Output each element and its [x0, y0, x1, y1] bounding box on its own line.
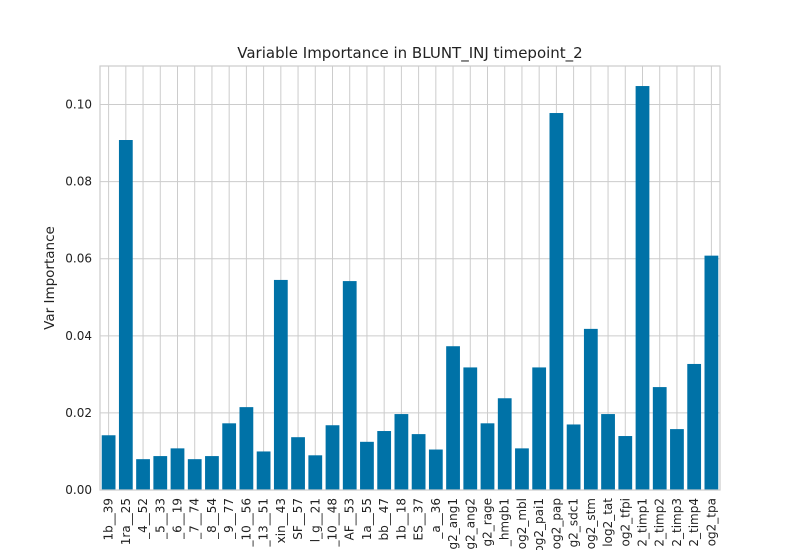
x-tick-label: 1b__39 [102, 498, 116, 541]
y-axis-label: Var Importance [42, 226, 58, 330]
bar-_9__77 [222, 423, 237, 490]
x-tick-label: _hmgb1 [498, 498, 512, 547]
y-tick-labels: 0.00 0.02 0.04 0.06 0.08 0.10 [65, 98, 92, 497]
y-tick-label: 0.04 [65, 329, 92, 343]
y-tick-label: 0.02 [65, 406, 92, 420]
bar-g2_rage [480, 423, 495, 490]
bar-log2_tat [601, 414, 615, 490]
bar-1b__18 [394, 414, 409, 490]
x-tick-label: _a__36 [429, 498, 443, 540]
bar-_5__33 [153, 456, 168, 490]
x-tick-labels: 1b__39 1ra__25 _4__52 _5__33 _6__19 _7__74 _8_… [102, 498, 719, 550]
bar-_hmgb1 [497, 398, 512, 490]
x-tick-label: bb__47 [377, 498, 391, 541]
bars [101, 86, 719, 491]
y-tick-label: 0.08 [65, 175, 92, 189]
x-tick-label: 1a__55 [360, 498, 374, 540]
bar-1ra__25 [118, 140, 133, 491]
bar-l_g__21 [308, 455, 323, 490]
x-tick-label: g2_ang1 [446, 498, 460, 549]
x-tick-label: _5__33 [153, 498, 167, 540]
bar-_7__74 [187, 459, 202, 490]
bar-g2_ang1 [446, 346, 460, 490]
x-tick-label: 2_timp2 [653, 498, 667, 547]
x-tick-label: og2_tfpi [618, 498, 632, 546]
bar-xin__43 [273, 279, 288, 490]
bar-_6__19 [170, 448, 185, 490]
bar-2_timp2 [652, 387, 667, 490]
bar-_4__52 [136, 459, 150, 490]
x-tick-label: log2_tat [601, 498, 615, 547]
x-tick-label: og2_stm [584, 498, 598, 549]
x-tick-label: l_g__21 [308, 498, 322, 542]
x-tick-label: og2_pai1 [532, 498, 546, 550]
bar-1b__39 [101, 435, 116, 490]
chart-title: Variable Importance in BLUNT_INJ timepoi… [237, 44, 582, 63]
x-tick-label: _8__54 [205, 498, 219, 540]
bar-og2_mbl [515, 448, 529, 490]
x-tick-label: 2_timp1 [636, 498, 650, 547]
x-tick-label: _6__19 [171, 498, 185, 540]
bar-_8__54 [205, 456, 219, 490]
bar-og2_tpa [704, 255, 719, 490]
x-tick-label: og2_tpa [704, 498, 718, 546]
bar-2_timp3 [670, 429, 684, 490]
bar-_a__36 [428, 449, 443, 490]
y-tick-label: 0.06 [65, 252, 92, 266]
x-tick-label: g2_sdc1 [567, 498, 581, 547]
x-tick-label: og2_pap [549, 498, 563, 549]
bar-_10__48 [325, 425, 340, 490]
grid-lines [100, 66, 720, 491]
x-tick-label: og2_mbl [515, 498, 529, 549]
x-tick-label: g2_ang2 [463, 498, 477, 549]
x-tick-label: 2_timp3 [670, 498, 684, 547]
bar-g2_sdc1 [566, 424, 581, 490]
bar-1a__55 [360, 441, 374, 490]
bar-ES__37 [411, 434, 426, 490]
bar-AF__53 [342, 281, 357, 490]
x-tick-label: 2_timp4 [687, 498, 701, 547]
x-tick-label: _10__56 [239, 498, 253, 548]
x-tick-label: _13__51 [257, 498, 271, 548]
x-tick-label: xin__43 [274, 498, 288, 543]
bar-bb__47 [377, 431, 392, 490]
x-tick-label: ES__37 [412, 498, 426, 540]
bar-SF__57 [291, 437, 305, 490]
bar-og2_pai1 [532, 367, 547, 490]
bar-2_timp1 [635, 86, 650, 490]
y-tick-label: 0.00 [65, 483, 92, 497]
x-tick-label: SF__57 [291, 498, 305, 540]
bar-2_timp4 [687, 363, 702, 490]
x-tick-label: 1ra__25 [119, 498, 133, 545]
x-tick-label: _10__48 [326, 498, 340, 548]
x-tick-label: g2_rage [481, 498, 495, 547]
bar-_10__56 [239, 407, 254, 490]
x-tick-label: AF__53 [343, 498, 357, 540]
x-tick-label: _9__77 [222, 498, 236, 540]
bar-_13__51 [256, 451, 271, 490]
bar-g2_ang2 [463, 367, 478, 490]
bar-og2_stm [583, 328, 598, 490]
plot-frame [99, 65, 721, 491]
x-tick-label: 1b__18 [394, 498, 408, 541]
bar-og2_tfpi [618, 436, 633, 490]
x-tick-label: _4__52 [136, 498, 150, 540]
y-tick-label: 0.10 [65, 98, 92, 112]
bar-og2_pap [549, 113, 564, 490]
x-tick-label: _7__74 [188, 498, 202, 540]
